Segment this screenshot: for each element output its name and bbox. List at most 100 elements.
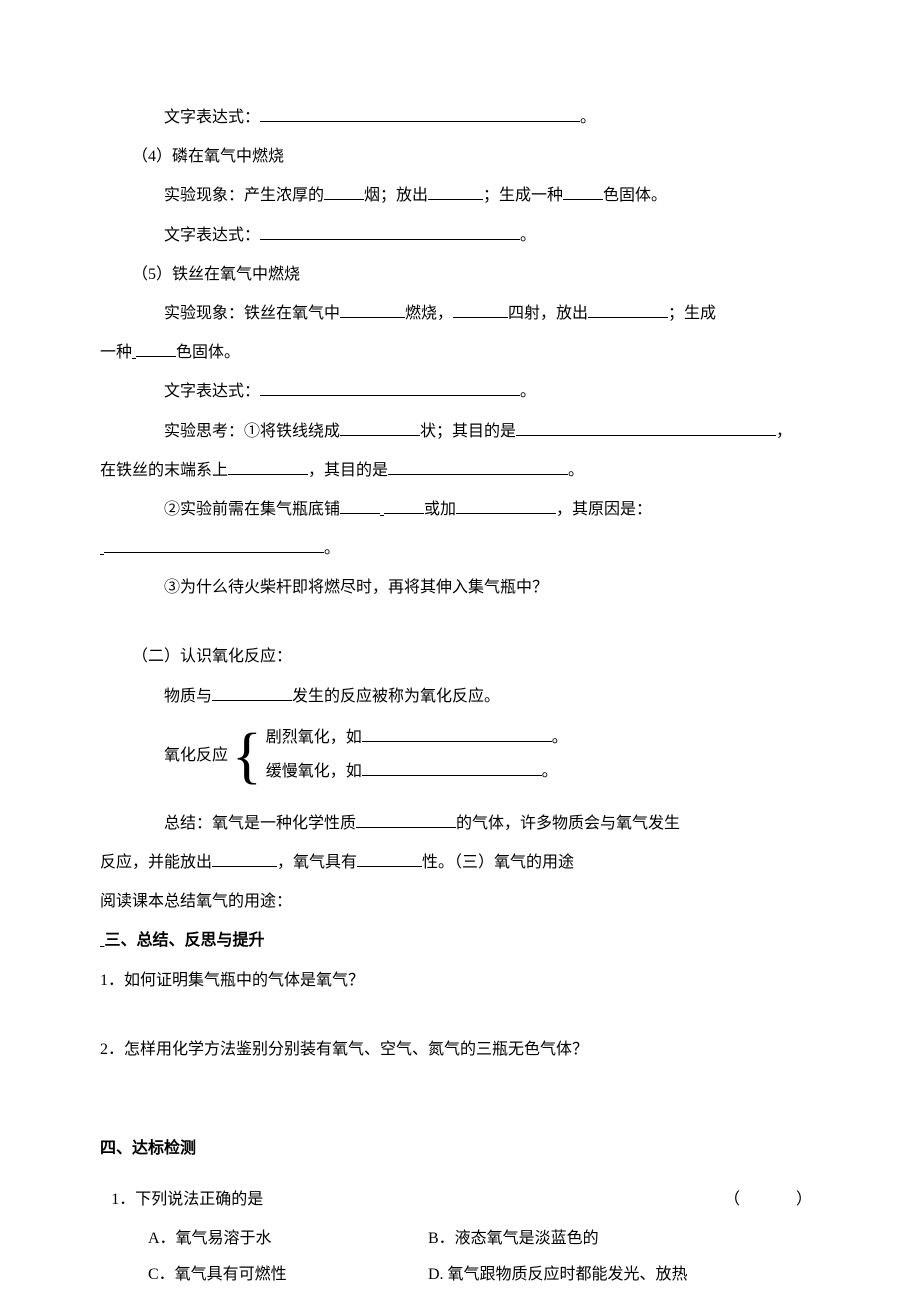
blank[interactable] [212,700,292,701]
oxidation-title: （二）认识氧化反应： [100,639,820,674]
text: 总结：氧气是一种化学性质 [164,815,356,832]
q1-option-c[interactable]: C．氧气具有可燃性 [148,1257,428,1292]
section-3-q2: 2．怎样用化学方法鉴别分别装有氧气、空气、氮气的三瓶无色气体？ [100,1032,820,1067]
text: 物质与 [164,688,212,705]
text: 四射，放出 [508,305,588,322]
spacer [100,1002,820,1032]
spacer [100,1170,820,1182]
spacer [100,1071,820,1101]
text: ；生成一种 [483,187,563,204]
blank[interactable] [136,356,176,357]
summary-line-1: 总结：氧气是一种化学性质 的气体，许多物质会与氧气发生 [100,806,820,841]
blank[interactable] [356,827,456,828]
summary-line-2: 反应，并能放出 ，氧气具有 性。（三）氧气的用途 [100,845,820,880]
q1-stem: 1．下列说法正确的是 [111,1182,263,1217]
brace-diagram: 氧化反应 { 剧烈氧化，如。 缓慢氧化，如。 [100,722,820,790]
blank[interactable] [212,866,277,867]
period: 。 [542,763,558,780]
text: 状；其目的是 [420,423,516,440]
section-5-q3: ③为什么待火柴杆即将燃尽时，再将其伸入集气瓶中？ [100,570,820,605]
blank[interactable] [516,435,776,436]
section-5-title: （5）铁丝在氧气中燃烧 [100,257,820,292]
blank[interactable] [456,513,556,514]
blank[interactable] [260,121,580,122]
text: 或加 [424,501,456,518]
blank[interactable] [260,395,520,396]
section-5-think-1-cont: 在铁丝的末端系上，其目的是。 [100,453,820,488]
text: 反应，并能放出 [100,854,212,871]
brace-content: 剧烈氧化，如。 缓慢氧化，如。 [266,722,568,790]
blank[interactable] [324,199,364,200]
section-5-q2-cont: 。 [100,531,820,566]
text: ， [776,423,792,440]
q1-option-a[interactable]: A．氧气易溶于水 [148,1221,428,1256]
text: ；生成 [668,305,716,322]
brace-row-2: 缓慢氧化，如 。 [266,756,568,788]
section-4-expression: 文字表达式： 。 [100,218,820,253]
mark [132,344,136,361]
period: 。 [552,729,568,746]
label: 文字表达式： [164,109,260,126]
summary-read: 阅读课本总结氧气的用途： [100,884,820,919]
brace-label: 氧化反应 [164,738,232,773]
blank[interactable] [384,513,424,514]
text: 色固体。 [603,187,667,204]
blank[interactable] [228,474,308,475]
blank[interactable] [388,474,568,475]
section-5-experiment: 实验现象：铁丝在氧气中燃烧，四射，放出；生成 [100,296,820,331]
blank[interactable] [340,513,380,514]
q1-option-d[interactable]: D. 氧气跟物质反应时都能发光、放热 [428,1257,820,1292]
blank[interactable] [563,199,603,200]
blank[interactable] [357,866,422,867]
brace-symbol: { [232,725,266,787]
section-5-think-1: 实验思考：①将铁线绕成 状；其目的是 ， [100,414,820,449]
text: 烟；放出 [364,187,428,204]
q1-option-b[interactable]: B．液态氧气是淡蓝色的 [428,1221,820,1256]
text: 发生的反应被称为氧化反应。 [292,688,500,705]
brace-row-1: 剧烈氧化，如 。 [266,722,568,754]
blank[interactable] [362,775,542,776]
section-4-title: （4）磷在氧气中燃烧 [100,139,820,174]
period: 。 [580,109,596,126]
section-3-title: 三、总结、反思与提升 [100,923,820,958]
label: 文字表达式： [164,227,260,244]
blank[interactable] [340,435,420,436]
q1-paren[interactable]: （ ） [724,1182,820,1217]
blank[interactable] [104,552,324,553]
text: 实验现象：产生浓厚的 [164,187,324,204]
section-5-expression: 文字表达式： 。 [100,374,820,409]
text: ，氧气具有 [277,854,357,871]
blank[interactable] [260,239,520,240]
text: 一种 [100,344,132,361]
blank[interactable] [588,317,668,318]
period: 。 [520,227,536,244]
spacer [100,609,820,639]
text: 实验思考：①将铁线绕成 [164,423,340,440]
mark [100,540,104,557]
text: 剧烈氧化，如 [266,729,362,746]
period: 。 [520,383,536,400]
text: 缓慢氧化，如 [266,763,362,780]
q1-options-row2: C．氧气具有可燃性 D. 氧气跟物质反应时都能发光、放热 [100,1257,820,1292]
blank[interactable] [362,741,552,742]
text: 的气体，许多物质会与氧气发生 [456,815,680,832]
blank[interactable] [453,317,508,318]
title-text: 三、总结、反思与提升 [104,932,264,949]
section-4-test-title: 四、达标检测 [100,1131,820,1166]
label: 文字表达式： [164,383,260,400]
text: 。 [568,462,584,479]
q1-stem-row: 1．下列说法正确的是 （ ） [100,1182,820,1217]
section-5-experiment-cont: 一种 色固体。 [100,335,820,370]
text: 性。（三）氧气的用途 [422,854,574,871]
q1-options-row1: A．氧气易溶于水 B．液态氧气是淡蓝色的 [100,1221,820,1256]
text: 色固体。 [176,344,240,361]
oxidation-def: 物质与 发生的反应被称为氧化反应。 [100,679,820,714]
mark [380,501,384,518]
section-5-q2: ②实验前需在集气瓶底铺 或加，其原因是： [100,492,820,527]
text: 实验现象：铁丝在氧气中 [164,305,340,322]
section-4-experiment: 实验现象：产生浓厚的 烟；放出 ；生成一种 色固体。 [100,178,820,213]
section-3-q1: 1．如何证明集气瓶中的气体是氧气？ [100,963,820,998]
text: ②实验前需在集气瓶底铺 [164,501,340,518]
blank[interactable] [428,199,483,200]
blank[interactable] [340,317,405,318]
